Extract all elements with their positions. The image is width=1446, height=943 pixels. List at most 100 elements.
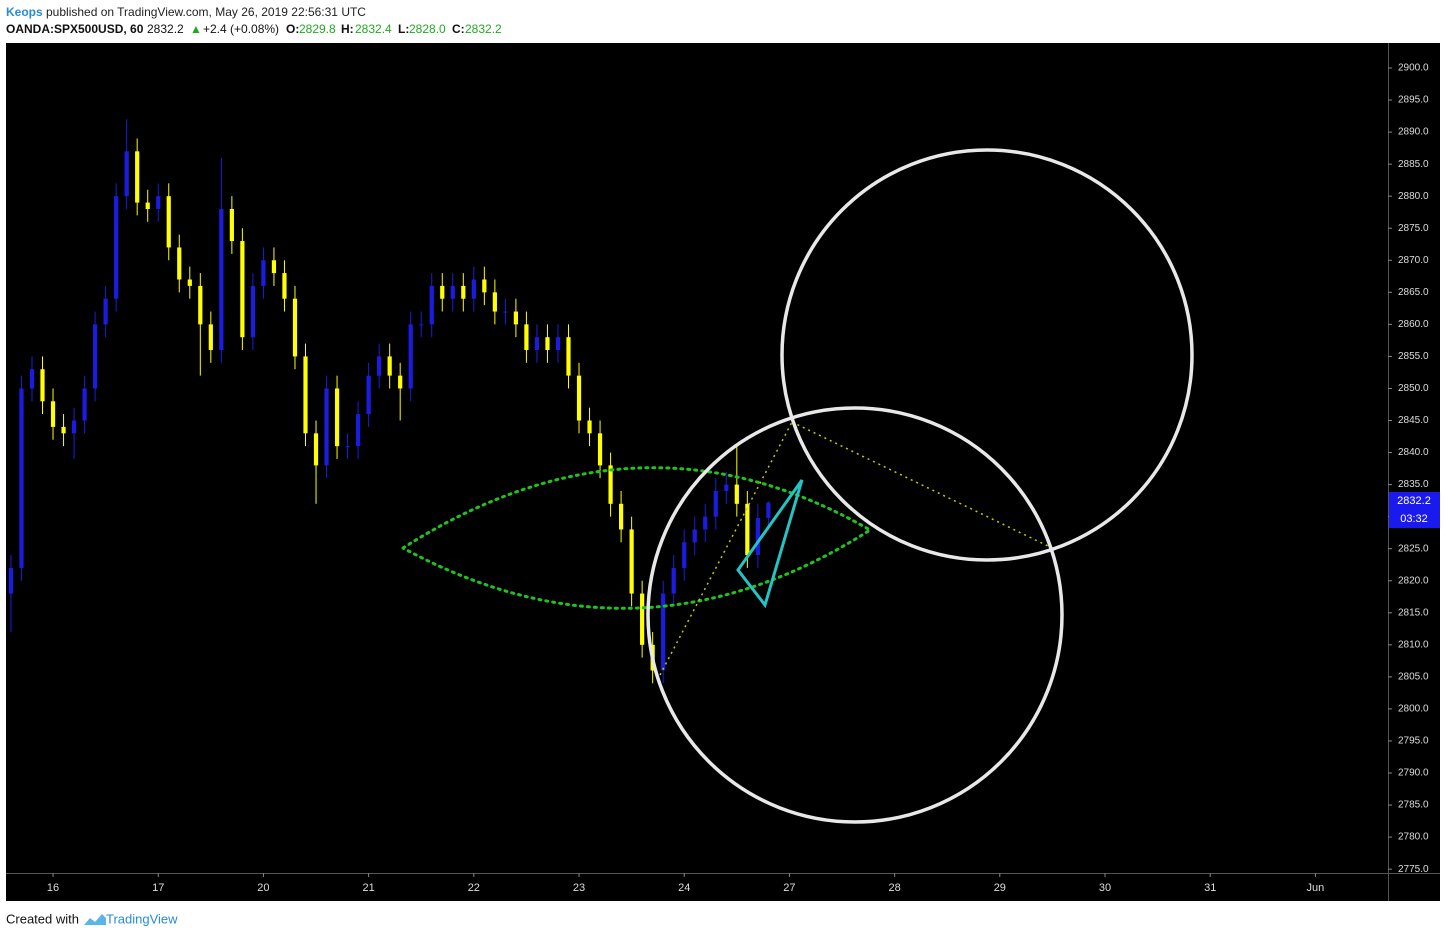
candle-body — [545, 337, 550, 351]
candle-body — [461, 285, 466, 299]
y-tick-label: 2805.0 — [1398, 672, 1429, 683]
candle-body — [71, 420, 77, 434]
candle-body — [135, 151, 140, 203]
candle-body — [566, 337, 571, 376]
candle-body — [419, 324, 424, 326]
last: 2832.2 — [147, 22, 184, 36]
candle-body — [608, 465, 613, 504]
candle-body — [450, 285, 455, 299]
candle-body — [334, 388, 340, 447]
candle-body — [492, 292, 497, 312]
candle-body — [19, 388, 24, 568]
candle-body — [292, 298, 298, 357]
y-tick-label: 2895.0 — [1398, 95, 1429, 106]
o-label: O: — [286, 22, 299, 36]
x-tick-label: 30 — [1099, 882, 1111, 894]
y-tick-label: 2870.0 — [1398, 255, 1429, 266]
candle-body — [313, 433, 319, 466]
candle-body — [661, 593, 666, 671]
trend-line — [791, 421, 1053, 549]
candle-body — [261, 260, 266, 286]
candle-body — [640, 593, 645, 645]
c-value: 2832.2 — [465, 22, 502, 36]
candle-body — [692, 529, 697, 543]
candle-body — [766, 502, 771, 518]
ellipse-drawing — [401, 466, 873, 610]
x-tick-label: Jun — [1307, 882, 1325, 894]
y-tick-label: 2820.0 — [1398, 575, 1429, 586]
candle-body — [471, 279, 476, 299]
y-tick-label: 2840.0 — [1398, 447, 1429, 458]
y-tick-label: 2845.0 — [1398, 415, 1429, 426]
drawings — [401, 148, 1194, 824]
candle-body — [408, 324, 413, 389]
candle-body — [555, 337, 561, 351]
candle-body — [440, 285, 445, 299]
candle-body — [597, 433, 603, 466]
change: +2.4 (+0.08%) — [203, 22, 279, 36]
countdown-box — [1389, 510, 1440, 528]
candle-body — [524, 324, 529, 351]
o-value: 2829.8 — [299, 22, 336, 36]
candle-body — [671, 567, 676, 594]
candle-body — [755, 517, 760, 556]
y-tick-label: 2865.0 — [1398, 287, 1429, 298]
y-tick-label: 2860.0 — [1398, 319, 1429, 330]
last-price-label: 2832.2 — [1397, 495, 1431, 507]
y-tick-label: 2785.0 — [1398, 800, 1429, 811]
candle-body — [166, 196, 171, 248]
candle-body — [92, 324, 98, 389]
x-tick-label: 16 — [47, 882, 59, 894]
candle-body — [229, 209, 234, 242]
candle-body — [103, 298, 108, 325]
author[interactable]: Keops — [6, 5, 43, 19]
x-tick-label: 23 — [573, 882, 585, 894]
candle-body — [345, 446, 350, 448]
candle-body — [82, 388, 87, 421]
plot: 2775.0 2780.0 2785.0 2790.0 2795.0 2800.0 2805… — [8, 63, 1429, 894]
candle-body — [355, 414, 361, 447]
candle-body — [713, 491, 718, 517]
candle-body — [587, 420, 592, 434]
candle-body — [324, 388, 329, 466]
candle-body — [366, 375, 371, 415]
symbol: OANDA:SPX500USD, 60 — [6, 22, 144, 36]
candle-body — [250, 285, 256, 338]
candle-body — [282, 273, 287, 299]
candle-body — [513, 311, 519, 325]
last-price-box — [1389, 492, 1440, 510]
arrow: ▲ — [190, 22, 202, 36]
y-tick-label: 2795.0 — [1398, 736, 1429, 747]
y-tick-label: 2875.0 — [1398, 223, 1429, 234]
x-tick-label: 24 — [678, 882, 690, 894]
countdown: 03:32 — [1400, 513, 1428, 525]
y-tick-label: 2900.0 — [1398, 63, 1429, 74]
candle-body — [503, 311, 508, 313]
x-tick-label: 20 — [257, 882, 269, 894]
c-label: C: — [452, 22, 465, 36]
candle-body — [50, 401, 56, 427]
candle-body — [734, 484, 739, 504]
candle-body — [534, 337, 540, 351]
l-value: 2828.0 — [409, 22, 446, 36]
candle-body — [398, 375, 403, 389]
candle-body — [240, 241, 245, 338]
x-tick-label: 31 — [1204, 882, 1216, 894]
brand-logo — [84, 914, 106, 925]
candle-body — [40, 369, 45, 402]
brand[interactable]: TradingView — [106, 911, 178, 926]
published: published on TradingView.com, May 26, 20… — [46, 5, 366, 19]
candle-body — [114, 196, 119, 299]
y-tick-label: 2790.0 — [1398, 768, 1429, 779]
x-tick-label: 21 — [362, 882, 374, 894]
candle-body — [177, 247, 182, 280]
candle-body — [303, 356, 308, 434]
y-tick-label: 2775.0 — [1398, 864, 1429, 875]
candle-body — [377, 356, 382, 376]
candle-body — [387, 356, 392, 376]
candle-body — [629, 529, 634, 594]
chart-background — [6, 43, 1440, 901]
candle-body — [29, 369, 35, 389]
candle-body — [724, 484, 729, 492]
y-tick-label: 2880.0 — [1398, 191, 1429, 202]
